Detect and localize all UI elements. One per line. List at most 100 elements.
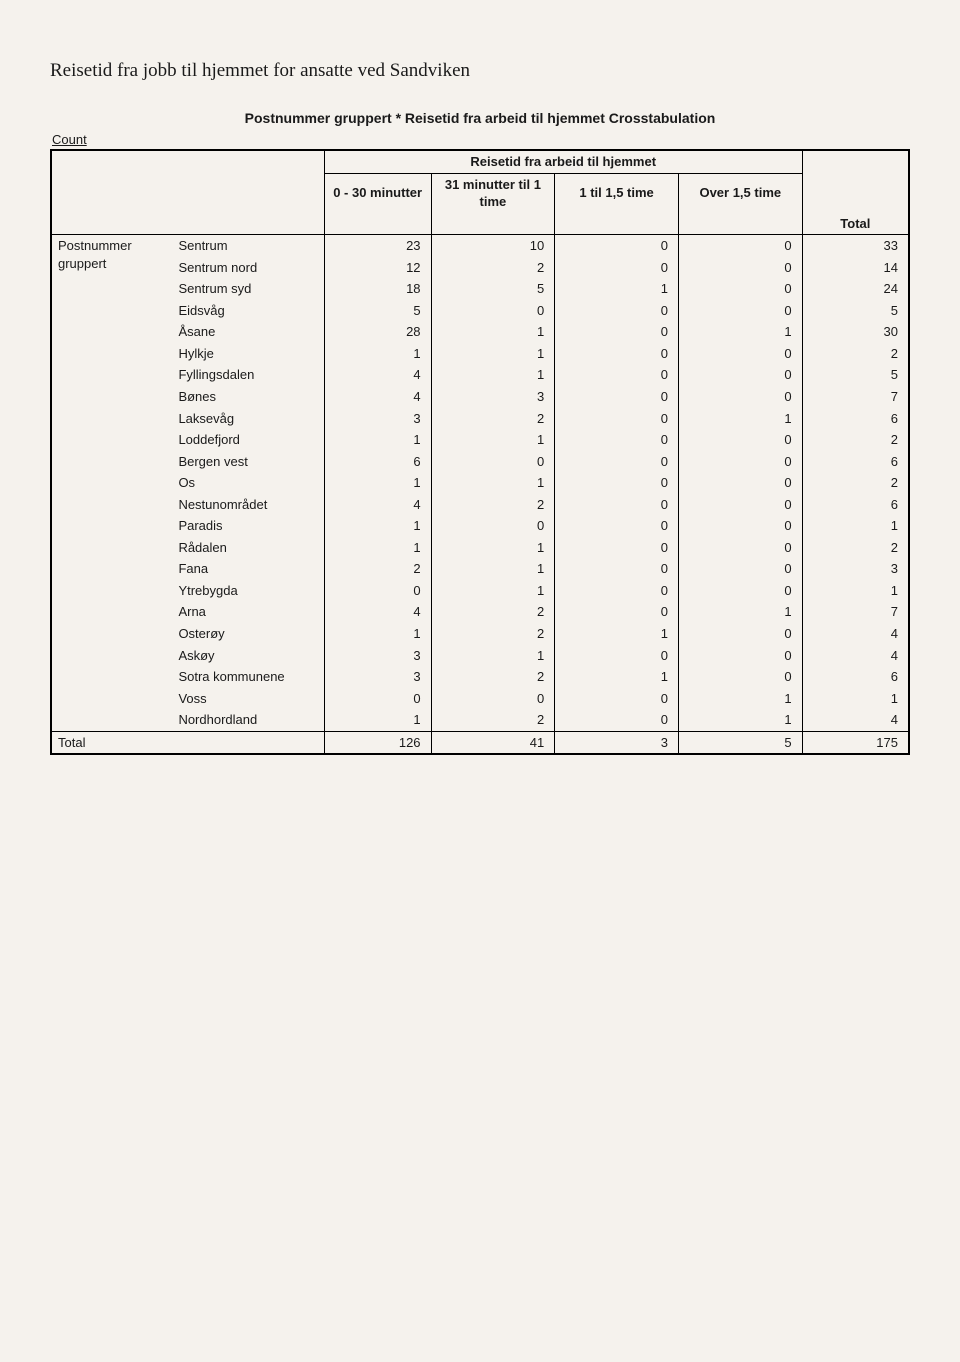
row-label: Bergen vest xyxy=(172,451,324,473)
cell-value: 1 xyxy=(802,580,909,602)
cell-value: 1 xyxy=(324,623,431,645)
cell-value: 0 xyxy=(555,580,679,602)
cell-value: 0 xyxy=(555,257,679,279)
cell-value: 2 xyxy=(431,666,555,688)
total-cell-value: 3 xyxy=(555,731,679,754)
row-group-line1: Postnummer xyxy=(58,238,132,253)
row-label: Laksevåg xyxy=(172,408,324,430)
cell-value: 1 xyxy=(431,343,555,365)
table-row: Eidsvåg50005 xyxy=(51,300,909,322)
cell-value: 0 xyxy=(555,645,679,667)
crosstab-table: Reisetid fra arbeid til hjemmet 0 - 30 m… xyxy=(50,149,910,755)
total-cell-value: 41 xyxy=(431,731,555,754)
cell-value: 7 xyxy=(802,386,909,408)
cell-value: 0 xyxy=(555,300,679,322)
col-header-3: 1 til 1,5 time xyxy=(555,173,679,213)
table-row: Bergen vest60006 xyxy=(51,451,909,473)
column-spanner: Reisetid fra arbeid til hjemmet xyxy=(324,150,802,173)
row-label: Bønes xyxy=(172,386,324,408)
table-row: Ytrebygda01001 xyxy=(51,580,909,602)
col-header-2: 31 minutter til 1 time xyxy=(431,173,555,213)
cell-value: 5 xyxy=(802,300,909,322)
table-row: Nestunområdet42006 xyxy=(51,494,909,516)
cell-value: 30 xyxy=(802,321,909,343)
cell-value: 1 xyxy=(431,472,555,494)
table-row: Laksevåg32016 xyxy=(51,408,909,430)
table-row: Paradis10001 xyxy=(51,515,909,537)
col-subheader-2 xyxy=(431,213,555,235)
cell-value: 12 xyxy=(324,257,431,279)
cell-value: 1 xyxy=(431,321,555,343)
table-row: Sentrum nord1220014 xyxy=(51,257,909,279)
cell-value: 2 xyxy=(802,429,909,451)
cell-value: 0 xyxy=(555,235,679,257)
cell-value: 0 xyxy=(678,343,802,365)
cell-value: 6 xyxy=(324,451,431,473)
cell-value: 1 xyxy=(678,408,802,430)
cell-value: 0 xyxy=(555,343,679,365)
cell-value: 3 xyxy=(431,386,555,408)
cell-value: 1 xyxy=(324,515,431,537)
cell-value: 2 xyxy=(431,257,555,279)
cell-value: 0 xyxy=(555,688,679,710)
cell-value: 4 xyxy=(324,386,431,408)
row-label: Loddefjord xyxy=(172,429,324,451)
cell-value: 0 xyxy=(555,515,679,537)
row-label: Sotra kommunene xyxy=(172,666,324,688)
cell-value: 0 xyxy=(678,257,802,279)
cell-value: 0 xyxy=(678,364,802,386)
cell-value: 0 xyxy=(431,688,555,710)
cell-value: 1 xyxy=(324,343,431,365)
col-subheader-1 xyxy=(324,213,431,235)
cell-value: 0 xyxy=(678,515,802,537)
cell-value: 6 xyxy=(802,666,909,688)
count-label: Count xyxy=(50,132,910,147)
cell-value: 0 xyxy=(555,408,679,430)
row-group-line2: gruppert xyxy=(58,256,106,271)
cell-value: 1 xyxy=(802,515,909,537)
cell-value: 1 xyxy=(678,321,802,343)
row-label: Paradis xyxy=(172,515,324,537)
row-label: Arna xyxy=(172,601,324,623)
cell-value: 2 xyxy=(431,494,555,516)
cell-value: 0 xyxy=(324,688,431,710)
cell-value: 1 xyxy=(324,709,431,731)
col-subheader-3 xyxy=(555,213,679,235)
row-label: Nordhordland xyxy=(172,709,324,731)
crosstab-title: Postnummer gruppert * Reisetid fra arbei… xyxy=(50,110,910,126)
col-header-total: Total xyxy=(802,213,909,235)
table-total-row: Total1264135175 xyxy=(51,731,909,754)
cell-value: 0 xyxy=(678,537,802,559)
cell-value: 0 xyxy=(678,429,802,451)
total-label: Total xyxy=(51,731,324,754)
total-cell-value: 175 xyxy=(802,731,909,754)
cell-value: 33 xyxy=(802,235,909,257)
cell-value: 0 xyxy=(678,580,802,602)
table-row: Askøy31004 xyxy=(51,645,909,667)
row-label: Rådalen xyxy=(172,537,324,559)
cell-value: 0 xyxy=(555,709,679,731)
cell-value: 1 xyxy=(678,601,802,623)
row-label: Sentrum nord xyxy=(172,257,324,279)
cell-value: 0 xyxy=(555,472,679,494)
cell-value: 0 xyxy=(555,537,679,559)
table-row: Fana21003 xyxy=(51,558,909,580)
cell-value: 0 xyxy=(555,451,679,473)
cell-value: 4 xyxy=(324,601,431,623)
table-row: Osterøy12104 xyxy=(51,623,909,645)
cell-value: 10 xyxy=(431,235,555,257)
total-cell-value: 5 xyxy=(678,731,802,754)
cell-value: 2 xyxy=(324,558,431,580)
cell-value: 0 xyxy=(555,429,679,451)
cell-value: 2 xyxy=(802,537,909,559)
cell-value: 2 xyxy=(431,601,555,623)
cell-value: 6 xyxy=(802,451,909,473)
cell-value: 5 xyxy=(802,364,909,386)
cell-value: 1 xyxy=(431,429,555,451)
cell-value: 3 xyxy=(802,558,909,580)
cell-value: 1 xyxy=(431,645,555,667)
cell-value: 4 xyxy=(802,709,909,731)
cell-value: 0 xyxy=(555,386,679,408)
table-row: Os11002 xyxy=(51,472,909,494)
row-group-label: Postnummer gruppert xyxy=(51,235,172,732)
